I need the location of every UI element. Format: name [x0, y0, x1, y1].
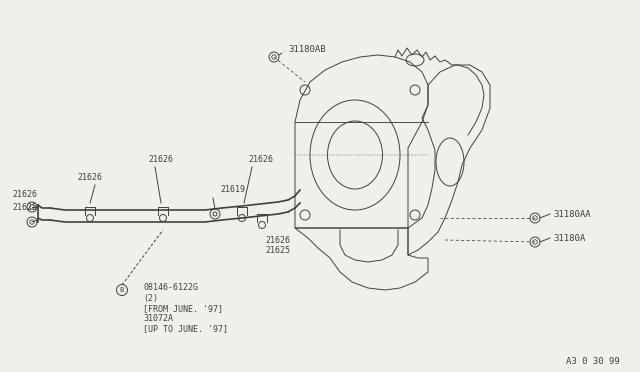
Text: 31180A: 31180A	[553, 234, 585, 243]
Text: [UP TO JUNE. '97]: [UP TO JUNE. '97]	[143, 324, 228, 333]
Text: 21626: 21626	[148, 155, 173, 164]
Text: 21619: 21619	[220, 185, 245, 194]
Text: 21625: 21625	[12, 203, 37, 212]
Text: 21626: 21626	[265, 236, 290, 245]
Text: 31072A: 31072A	[143, 314, 173, 323]
Text: 31180AB: 31180AB	[288, 45, 326, 54]
Text: [FROM JUNE. '97]: [FROM JUNE. '97]	[143, 304, 223, 313]
Text: 31180AA: 31180AA	[553, 209, 591, 218]
Text: (2): (2)	[143, 294, 158, 303]
Text: 21625: 21625	[265, 246, 290, 255]
Text: 21626: 21626	[12, 190, 37, 199]
Text: B: B	[120, 287, 124, 293]
Text: 21626: 21626	[248, 155, 273, 164]
Text: 21626: 21626	[77, 173, 102, 182]
Text: 08146-6122G: 08146-6122G	[143, 283, 198, 292]
Text: A3 0 30 99: A3 0 30 99	[566, 357, 620, 366]
